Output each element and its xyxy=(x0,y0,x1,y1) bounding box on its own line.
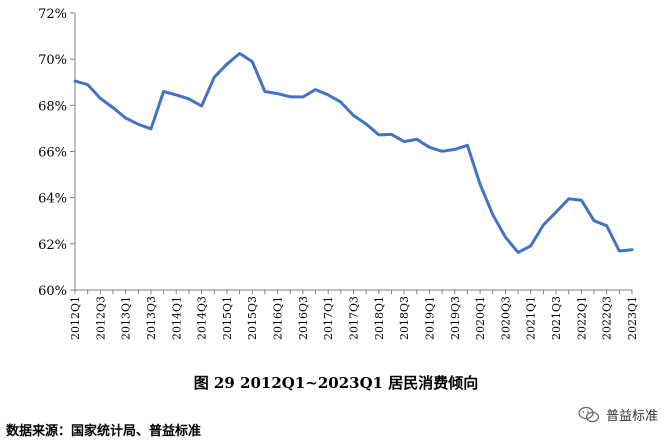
y-tick-label: 62% xyxy=(38,238,67,253)
x-tick-label: 2018Q3 xyxy=(398,296,411,340)
x-tick-label: 2015Q1 xyxy=(221,296,234,340)
data-source-note: 数据来源：国家统计局、普益标准 xyxy=(6,424,202,439)
wechat-icon xyxy=(578,406,600,422)
x-tick-label: 2012Q1 xyxy=(69,296,82,340)
x-tick-label: 2022Q1 xyxy=(575,296,588,340)
x-tick-label: 2022Q3 xyxy=(601,296,614,340)
x-tick-label: 2014Q1 xyxy=(170,296,183,340)
x-tick-label: 2017Q1 xyxy=(322,296,335,340)
x-tick-label: 2019Q3 xyxy=(449,296,462,340)
line-chart: 60% 62% 64% 66% 68% 70% 72% 2012Q1 2012Q3 2013Q1… xyxy=(38,7,639,340)
x-tick-label: 2017Q3 xyxy=(348,296,361,340)
x-tick-label: 2013Q3 xyxy=(145,296,158,340)
series-layer xyxy=(73,51,634,254)
x-tick-label: 2014Q3 xyxy=(196,296,209,340)
y-tick-label: 66% xyxy=(38,146,67,161)
x-tick-label: 2012Q3 xyxy=(94,296,107,340)
y-tick-label: 70% xyxy=(38,53,67,68)
y-tick-label: 72% xyxy=(38,7,67,22)
y-axis: 60% 62% 64% 66% 68% 70% 72% xyxy=(38,7,76,299)
y-tick-label: 68% xyxy=(38,99,67,114)
x-tick-label: 2021Q3 xyxy=(550,296,563,340)
watermark-text: 普益标准 xyxy=(605,409,658,424)
x-tick-label: 2020Q3 xyxy=(499,296,512,340)
series-line xyxy=(73,51,634,254)
x-tick-label: 2020Q1 xyxy=(474,296,487,340)
watermark: 普益标准 xyxy=(578,405,658,424)
x-tick-label: 2016Q1 xyxy=(272,296,285,340)
x-axis: 2012Q1 2012Q3 2013Q1 2013Q3 2014Q1 2014Q3 2015… xyxy=(69,289,639,340)
y-tick-label: 64% xyxy=(38,192,67,207)
x-tick-label: 2016Q3 xyxy=(297,296,310,340)
figure-caption: 图 29 2012Q1~2023Q1 居民消费倾向 xyxy=(193,374,479,392)
x-tick-label: 2015Q3 xyxy=(246,296,259,340)
x-tick-label: 2018Q1 xyxy=(373,296,386,340)
x-tick-label: 2021Q1 xyxy=(525,296,538,340)
x-tick-label: 2013Q1 xyxy=(120,296,133,340)
x-tick-label: 2023Q1 xyxy=(626,296,639,340)
x-tick-label: 2019Q1 xyxy=(423,296,436,340)
y-tick-label: 60% xyxy=(38,284,67,299)
